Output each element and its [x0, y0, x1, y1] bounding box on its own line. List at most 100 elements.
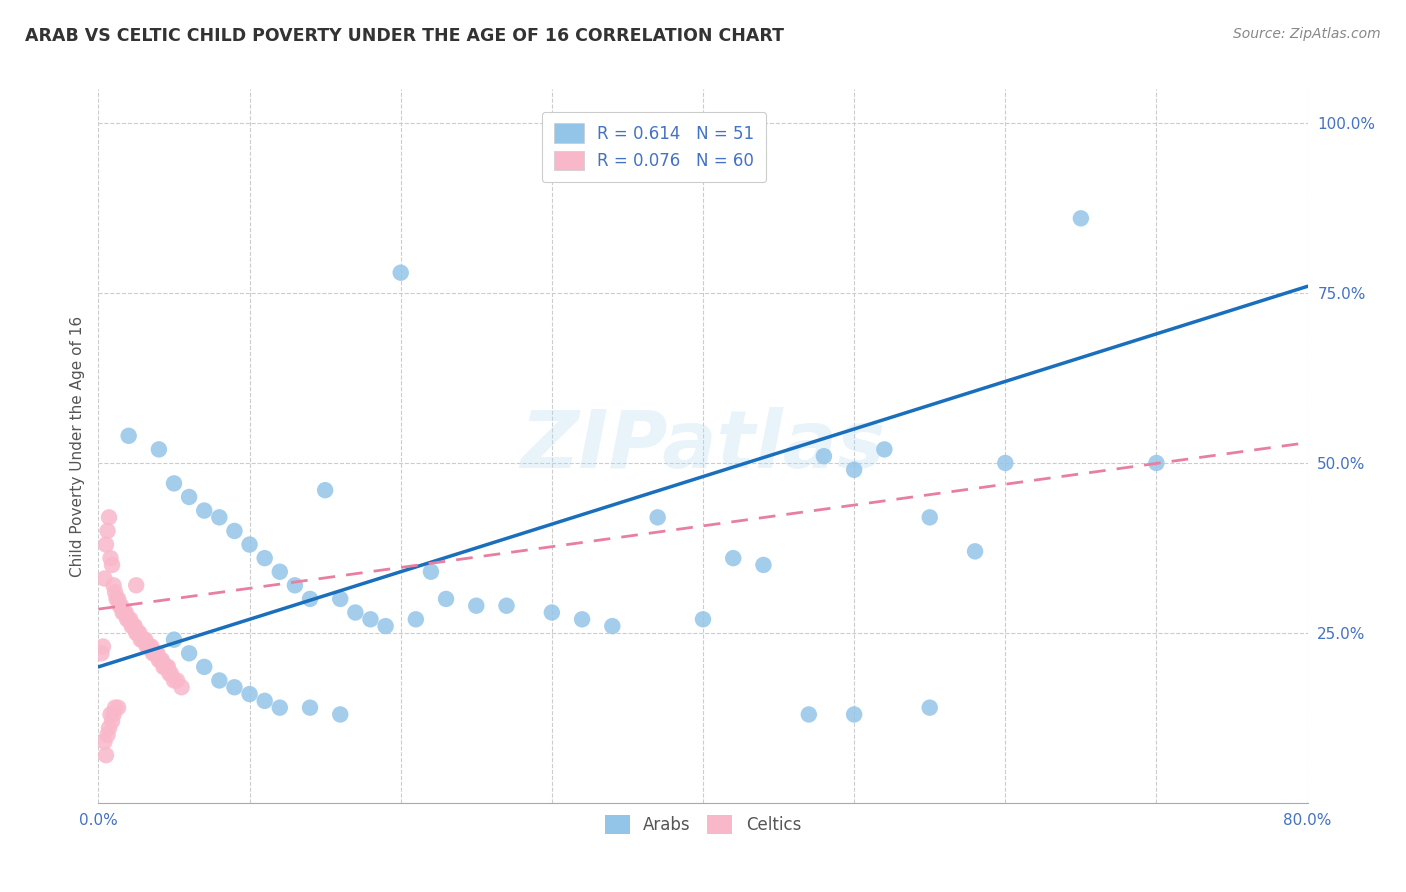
Point — [571, 612, 593, 626]
Point — [374, 619, 396, 633]
Point — [797, 707, 820, 722]
Point — [602, 619, 624, 633]
Point — [103, 707, 125, 722]
Point — [156, 660, 179, 674]
Point — [101, 714, 124, 729]
Point — [110, 599, 132, 613]
Point — [141, 640, 163, 654]
Y-axis label: Child Poverty Under the Age of 16: Child Poverty Under the Age of 16 — [69, 316, 84, 576]
Point — [495, 599, 517, 613]
Point — [96, 728, 118, 742]
Point — [329, 591, 352, 606]
Point — [98, 721, 121, 735]
Point — [122, 619, 145, 633]
Point — [965, 544, 987, 558]
Point — [918, 510, 941, 524]
Point — [160, 666, 183, 681]
Point — [134, 632, 156, 647]
Point — [208, 673, 231, 688]
Point — [152, 660, 174, 674]
Point — [314, 483, 336, 498]
Point — [179, 490, 201, 504]
Point — [96, 524, 118, 538]
Point — [873, 442, 896, 457]
Point — [159, 666, 181, 681]
Point — [111, 606, 134, 620]
Point — [299, 591, 322, 606]
Point — [91, 640, 114, 654]
Point — [692, 612, 714, 626]
Point — [90, 646, 112, 660]
Point — [100, 551, 122, 566]
Legend: Arabs, Celtics: Arabs, Celtics — [598, 808, 808, 841]
Point — [239, 537, 262, 551]
Point — [163, 632, 186, 647]
Point — [360, 612, 382, 626]
Point — [163, 476, 186, 491]
Point — [752, 558, 775, 572]
Point — [93, 734, 115, 748]
Point — [104, 700, 127, 714]
Point — [224, 680, 246, 694]
Point — [844, 463, 866, 477]
Point — [107, 591, 129, 606]
Point — [125, 626, 148, 640]
Point — [100, 707, 122, 722]
Point — [129, 632, 152, 647]
Point — [208, 510, 231, 524]
Point — [420, 565, 443, 579]
Point — [193, 660, 215, 674]
Point — [166, 673, 188, 688]
Point — [344, 606, 367, 620]
Text: ARAB VS CELTIC CHILD POVERTY UNDER THE AGE OF 16 CORRELATION CHART: ARAB VS CELTIC CHILD POVERTY UNDER THE A… — [25, 27, 785, 45]
Point — [193, 503, 215, 517]
Point — [994, 456, 1017, 470]
Point — [179, 646, 201, 660]
Point — [299, 700, 322, 714]
Point — [148, 653, 170, 667]
Point — [253, 551, 276, 566]
Point — [131, 632, 153, 647]
Point — [405, 612, 427, 626]
Point — [127, 626, 149, 640]
Point — [136, 640, 159, 654]
Point — [145, 646, 167, 660]
Point — [143, 646, 166, 660]
Point — [146, 646, 169, 660]
Point — [153, 660, 176, 674]
Point — [253, 694, 276, 708]
Point — [1070, 211, 1092, 226]
Point — [98, 510, 121, 524]
Point — [139, 640, 162, 654]
Point — [813, 449, 835, 463]
Point — [149, 653, 172, 667]
Point — [723, 551, 745, 566]
Point — [94, 537, 117, 551]
Point — [918, 700, 941, 714]
Point — [224, 524, 246, 538]
Point — [105, 591, 128, 606]
Point — [115, 612, 138, 626]
Point — [170, 680, 193, 694]
Point — [93, 572, 115, 586]
Point — [1144, 456, 1167, 470]
Point — [540, 606, 562, 620]
Text: Source: ZipAtlas.com: Source: ZipAtlas.com — [1233, 27, 1381, 41]
Point — [124, 619, 146, 633]
Text: ZIPatlas: ZIPatlas — [520, 407, 886, 485]
Point — [114, 606, 136, 620]
Point — [104, 585, 127, 599]
Point — [284, 578, 307, 592]
Point — [108, 599, 131, 613]
Point — [269, 700, 291, 714]
Point — [465, 599, 488, 613]
Point — [389, 266, 412, 280]
Point — [112, 606, 135, 620]
Point — [148, 442, 170, 457]
Point — [103, 578, 125, 592]
Point — [120, 612, 142, 626]
Point — [269, 565, 291, 579]
Point — [329, 707, 352, 722]
Point — [239, 687, 262, 701]
Point — [150, 653, 173, 667]
